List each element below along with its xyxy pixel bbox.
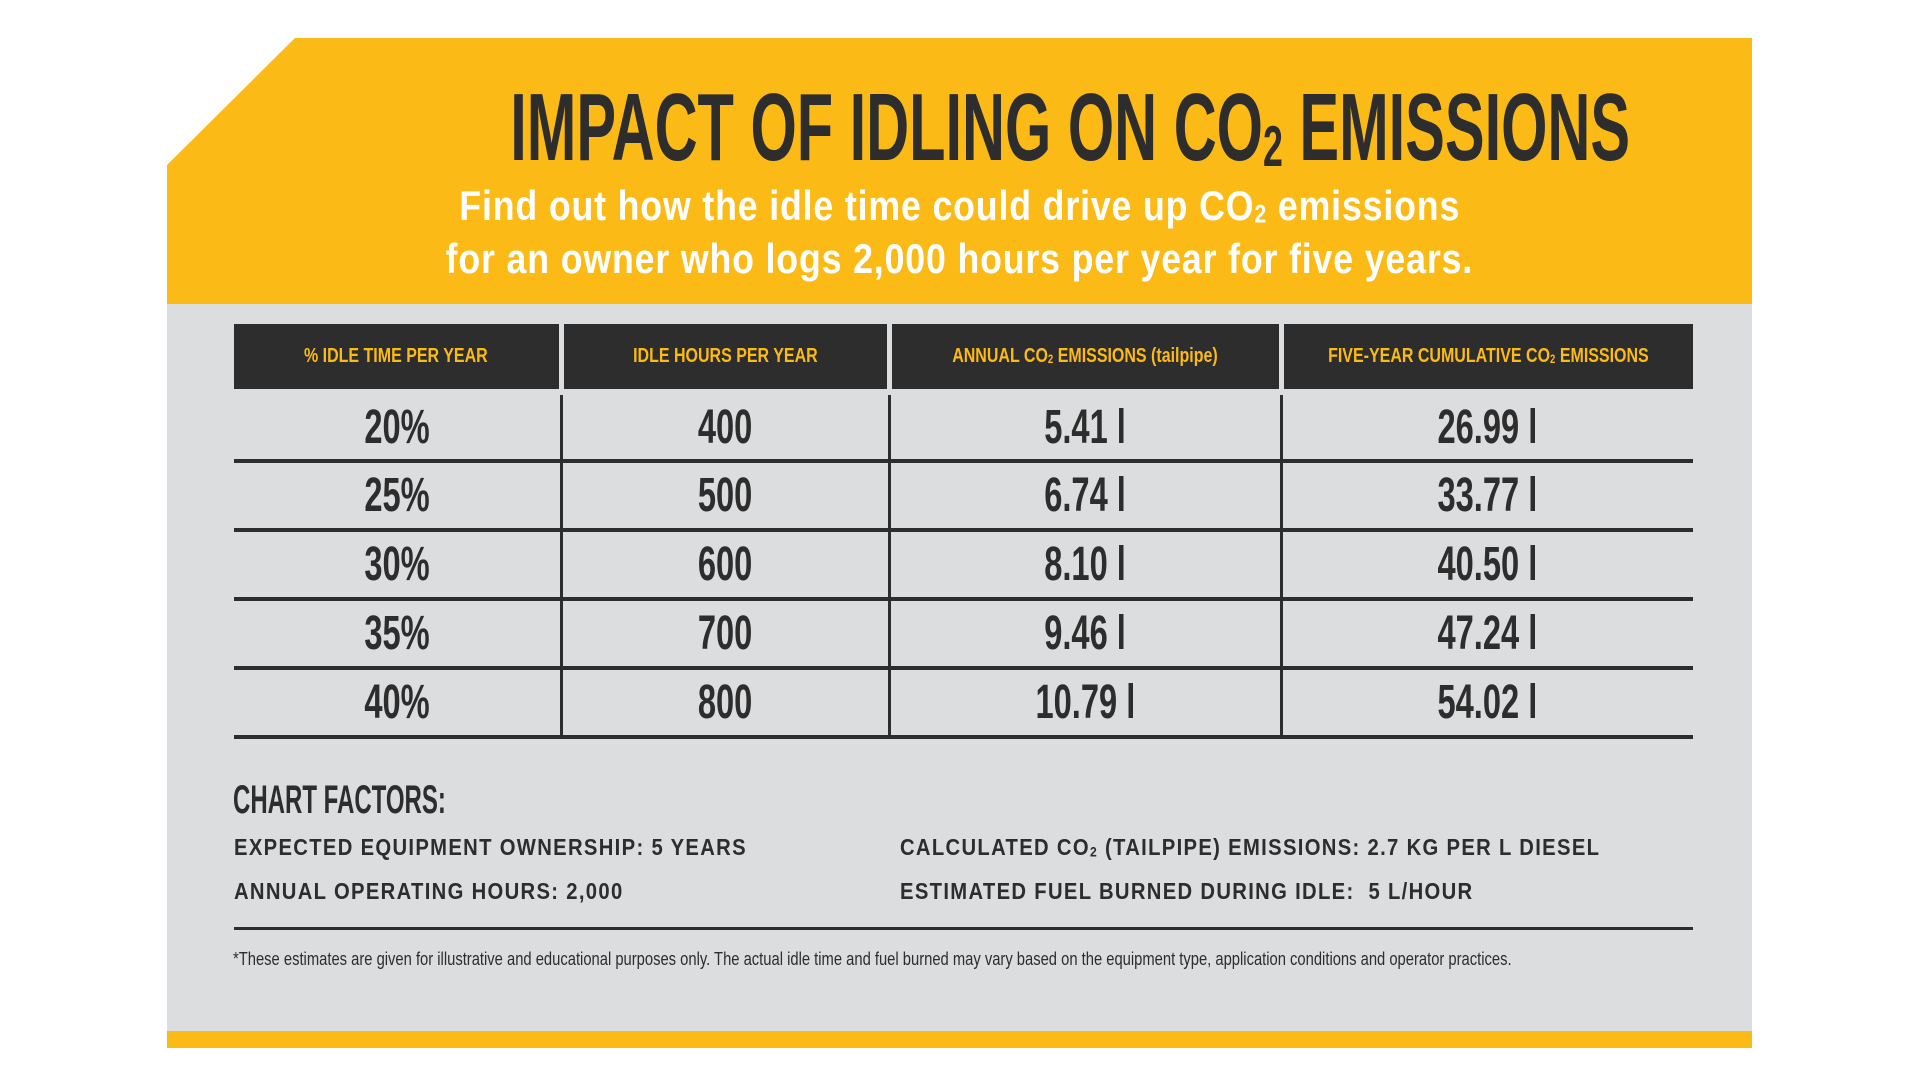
table-cell: 40% [234,668,561,739]
table-row: 35% 700 9.46 l 47.24 l [234,599,1693,670]
column-header: FIVE-YEAR CUMULATIVE CO2 EMISSIONS [1278,324,1693,392]
table-cell: 10.79 l [887,668,1281,739]
chart-factors-heading: CHART FACTORS: [233,778,446,822]
footnote: *These estimates are given for illustrat… [233,949,1512,969]
table-cell: 20% [234,389,561,463]
table-cell: 25% [234,461,561,532]
page-title: IMPACT OF IDLING ON CO2 EMISSIONS [510,74,1631,181]
infographic-panel: IMPACT OF IDLING ON CO2 EMISSIONS Find o… [167,38,1752,1048]
table-cell: 8.10 l [887,530,1281,601]
table-cell: 30% [234,530,561,601]
table-cell: 33.77 l [1279,461,1693,532]
table-row: 25% 500 6.74 l 33.77 l [234,461,1693,532]
table-cell: 600 [559,530,889,601]
subtitle-line-1: Find out how the idle time could drive u… [459,182,1460,229]
table-cell: 9.46 l [887,599,1281,670]
table-cell: 47.24 l [1279,599,1693,670]
table-cell: 400 [559,389,889,463]
table-cell: 5.41 l [887,389,1281,463]
factor-operating-hours: ANNUAL OPERATING HOURS: 2,000 [234,878,624,904]
column-header: % IDLE TIME PER YEAR [234,324,564,392]
factor-idle-fuel: ESTIMATED FUEL BURNED DURING IDLE: 5 L/H… [900,878,1474,904]
table-cell: 700 [559,599,889,670]
table-cell: 26.99 l [1279,389,1693,463]
divider [234,927,1693,930]
table-cell: 6.74 l [887,461,1281,532]
idling-emissions-table: % IDLE TIME PER YEAR IDLE HOURS PER YEAR A… [234,324,1693,739]
factor-ownership: EXPECTED EQUIPMENT OWNERSHIP: 5 YEARS [234,834,747,860]
table-row: 30% 600 8.10 l 40.50 l [234,530,1693,601]
table-cell: 500 [559,461,889,532]
column-header: ANNUAL CO2 EMISSIONS (tailpipe) [886,324,1284,392]
table-cell: 800 [559,668,889,739]
bottom-stripe [167,1031,1752,1048]
factor-emissions-rate: CALCULATED CO2 (TAILPIPE) EMISSIONS: 2.7… [900,834,1601,860]
table-row: 40% 800 10.79 l 54.02 l [234,668,1693,739]
column-header: IDLE HOURS PER YEAR [558,324,892,392]
header-band [167,38,1752,304]
table-cell: 35% [234,599,561,670]
table-cell: 40.50 l [1279,530,1693,601]
table-row: 20% 400 5.41 l 26.99 l [234,389,1693,463]
subtitle-line-2: for an owner who logs 2,000 hours per ye… [445,235,1474,282]
table-cell: 54.02 l [1279,668,1693,739]
